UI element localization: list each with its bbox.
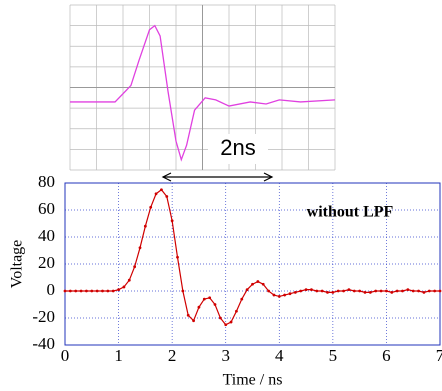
y-tick-label: -40 bbox=[32, 334, 55, 353]
data-point bbox=[267, 290, 270, 293]
x-tick-label: 3 bbox=[221, 346, 230, 365]
data-point bbox=[283, 294, 286, 297]
y-tick-label: 60 bbox=[38, 199, 55, 218]
data-point bbox=[208, 296, 211, 299]
data-point bbox=[69, 290, 72, 293]
data-point bbox=[85, 290, 88, 293]
data-point bbox=[358, 290, 361, 293]
data-point bbox=[155, 192, 158, 195]
data-point bbox=[423, 291, 426, 294]
data-point bbox=[401, 290, 404, 293]
data-point bbox=[406, 288, 409, 291]
data-point bbox=[176, 256, 179, 259]
data-point bbox=[273, 294, 276, 297]
data-point bbox=[219, 317, 222, 320]
data-point bbox=[337, 290, 340, 293]
figure: 0 1 2 3 4 5 6 7 -40 -20 0 20 40 60 80 Time / ns Voltage w… bbox=[0, 0, 442, 391]
data-point bbox=[331, 291, 334, 294]
data-point bbox=[433, 290, 436, 293]
span-arrow bbox=[163, 173, 272, 181]
data-point bbox=[139, 246, 142, 249]
data-point bbox=[369, 291, 372, 294]
data-point bbox=[235, 310, 238, 313]
data-point bbox=[396, 290, 399, 293]
data-point bbox=[240, 298, 243, 301]
data-point bbox=[412, 290, 415, 293]
data-point bbox=[198, 306, 201, 309]
data-point bbox=[144, 225, 147, 228]
x-axis-label: Time / ns bbox=[223, 372, 283, 389]
y-tick-label: 80 bbox=[38, 172, 55, 191]
data-point bbox=[251, 283, 254, 286]
data-point bbox=[289, 292, 292, 295]
data-point bbox=[224, 323, 227, 326]
x-tick-label: 6 bbox=[382, 346, 391, 365]
data-point bbox=[128, 279, 131, 282]
annotation: without LPF bbox=[307, 204, 394, 221]
data-point bbox=[117, 288, 120, 291]
y-axis-label: Voltage bbox=[9, 240, 26, 289]
data-point bbox=[149, 206, 152, 209]
data-point bbox=[246, 288, 249, 291]
data-point bbox=[342, 290, 345, 293]
data-point bbox=[364, 291, 367, 294]
data-point bbox=[353, 290, 356, 293]
data-point bbox=[214, 303, 217, 306]
data-point bbox=[299, 290, 302, 293]
data-point bbox=[439, 290, 442, 293]
x-tick-label: 7 bbox=[436, 346, 442, 365]
data-point bbox=[80, 290, 83, 293]
data-point bbox=[133, 265, 136, 268]
x-tick-label: 2 bbox=[168, 346, 177, 365]
data-point bbox=[171, 219, 174, 222]
data-point bbox=[74, 290, 77, 293]
data-point bbox=[112, 290, 115, 293]
data-point bbox=[64, 290, 67, 293]
x-tick-label: 5 bbox=[329, 346, 338, 365]
y-tick-label: -20 bbox=[32, 307, 55, 326]
data-point bbox=[305, 288, 308, 291]
data-point bbox=[123, 286, 126, 289]
data-point bbox=[203, 298, 206, 301]
data-point bbox=[390, 291, 393, 294]
data-point bbox=[374, 290, 377, 293]
data-point bbox=[385, 290, 388, 293]
data-point bbox=[160, 188, 163, 191]
y-tick-label: 20 bbox=[38, 253, 55, 272]
data-point bbox=[165, 195, 168, 198]
data-point bbox=[310, 288, 313, 291]
data-point bbox=[417, 290, 420, 293]
data-point bbox=[256, 280, 259, 283]
data-point bbox=[230, 321, 233, 324]
data-point bbox=[90, 290, 93, 293]
data-point bbox=[348, 288, 351, 291]
data-point bbox=[181, 290, 184, 293]
data-point bbox=[262, 283, 265, 286]
data-point bbox=[101, 290, 104, 293]
scope-annotation: 2ns bbox=[220, 135, 255, 160]
x-tick-label: 1 bbox=[114, 346, 123, 365]
data-point bbox=[278, 295, 281, 298]
y-tick-label: 40 bbox=[38, 226, 55, 245]
data-point bbox=[380, 290, 383, 293]
data-point bbox=[192, 319, 195, 322]
data-point bbox=[326, 291, 329, 294]
x-tick-label: 0 bbox=[61, 346, 70, 365]
data-point bbox=[106, 290, 109, 293]
data-point bbox=[315, 290, 318, 293]
data-point bbox=[321, 290, 324, 293]
y-tick-label: 0 bbox=[47, 280, 56, 299]
data-point bbox=[428, 290, 431, 293]
x-tick-label: 4 bbox=[275, 346, 284, 365]
data-point bbox=[96, 290, 99, 293]
data-point bbox=[187, 314, 190, 317]
data-point bbox=[294, 291, 297, 294]
